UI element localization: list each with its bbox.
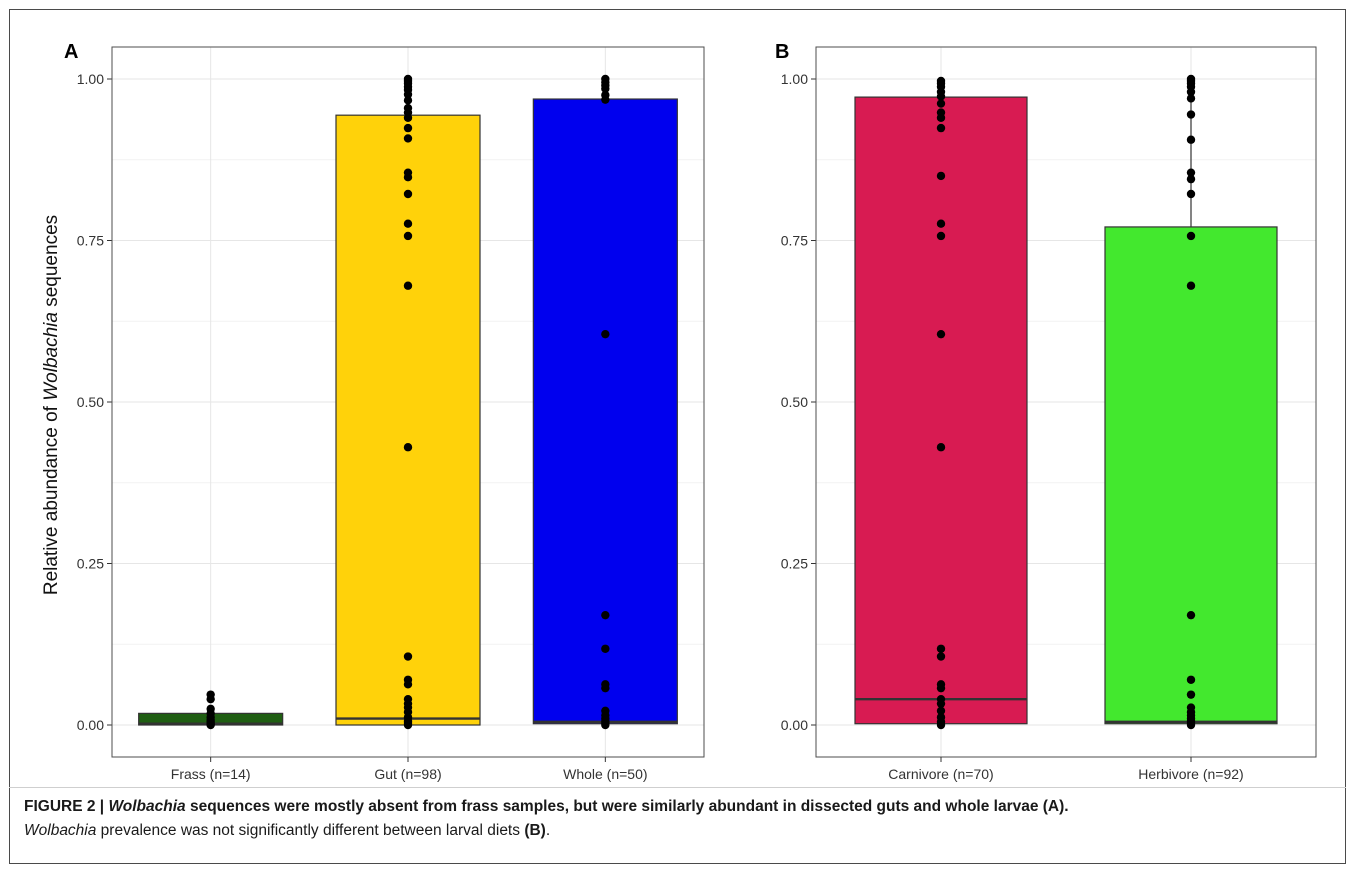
panel-b-data-point — [1186, 110, 1196, 119]
panel-a-x-tick-label: Frass (n=14) — [171, 766, 251, 782]
caption-line1-text: sequences were mostly absent from frass … — [185, 798, 1069, 815]
panel-a-data-point — [403, 189, 413, 199]
panel-a-letter: A — [64, 41, 78, 63]
panel-b-y-tick-label: 0.50 — [781, 394, 808, 410]
panel-b-data-point — [936, 699, 946, 708]
panel-a-data-point — [601, 329, 610, 339]
caption-line-2: Wolbachia prevalence was not significant… — [24, 819, 1334, 843]
panel-b-data-point — [936, 123, 946, 133]
panel-b-data-point — [1186, 189, 1196, 199]
panel-a-y-tick-label: 0.25 — [77, 556, 104, 572]
panel-b-y-tick-label: 0.25 — [781, 556, 808, 572]
panel-a: A 0.00 0.25 0.50 0.75 1.00 Frass (n=14) Gut (n… — [64, 41, 705, 782]
panel-b-data-point — [1186, 231, 1196, 241]
panel-b-box — [854, 96, 1028, 725]
panel-a-x-tick-label: Gut (n=98) — [374, 766, 441, 782]
panel-a-data-point — [403, 680, 413, 689]
panel-b-data-point — [936, 113, 946, 122]
panel-a-data-point — [206, 720, 215, 730]
panel-a-data-point — [206, 694, 215, 704]
panel-a-data-point — [403, 96, 413, 105]
panel-b-box — [1104, 226, 1278, 725]
panel-b-data-point — [936, 720, 946, 730]
panel-a-data-point — [403, 123, 413, 133]
panel-a-data-point — [601, 610, 610, 620]
panel-a-data-point — [403, 652, 413, 661]
y-axis-title-organism: Wolbachia — [41, 312, 62, 401]
panel-a-data-point — [403, 231, 413, 241]
panel-a-y-tick-label: 0.75 — [77, 233, 104, 249]
panel-b-y-tick-label: 0.00 — [781, 717, 808, 733]
panel-a-data-point — [601, 644, 610, 653]
panel-a-data-point — [403, 219, 413, 228]
panel-b-data-point — [936, 683, 946, 693]
panel-b-x-tick-label: Herbivore (n=92) — [1138, 766, 1243, 782]
panel-b-data-point — [1186, 610, 1196, 620]
panel-b-data-point — [1186, 94, 1196, 103]
y-axis-title-prefix: Relative abundance of — [41, 401, 62, 595]
panel-a-x-tick-label: Whole (n=50) — [563, 766, 647, 782]
panel-b-data-point — [1186, 281, 1196, 290]
panel-b-data-point — [1186, 690, 1196, 699]
panel-b-data-point — [936, 92, 946, 101]
caption-line-1: FIGURE 2 | Wolbachia sequences were most… — [24, 795, 1334, 819]
panel-b-data-point — [936, 443, 946, 452]
panel-b-data-point — [1186, 87, 1196, 97]
panel-b-y-tick-label: 0.75 — [781, 233, 808, 249]
panel-a-data-point — [601, 95, 610, 104]
caption-panel-ref: (B) — [524, 822, 546, 839]
panel-a-y-tick-label: 1.00 — [77, 71, 104, 87]
caption-label: FIGURE 2 | — [24, 798, 109, 815]
panel-b-data-point — [1186, 168, 1196, 177]
panel-b-data-point — [936, 329, 946, 339]
panel-a-data-point — [601, 720, 610, 730]
panel-a-data-point — [403, 134, 413, 143]
panel-a-data-point — [403, 281, 413, 290]
panel-a-data-point — [601, 683, 610, 693]
panel-a-data-point — [403, 443, 413, 452]
panel-b-data-point — [1186, 174, 1196, 184]
panel-b-data-point — [1186, 720, 1196, 730]
y-axis-title-suffix: sequences — [41, 215, 62, 312]
panel-b-letter: B — [775, 41, 789, 63]
panel-b-data-point — [1186, 675, 1196, 684]
panel-b: B 0.00 0.25 0.50 0.75 1.00 Carnivore (n=70) He… — [775, 41, 1317, 782]
panel-b-data-point — [936, 171, 946, 181]
panel-b-data-point — [936, 219, 946, 228]
panel-b-x-tick-label: Carnivore (n=70) — [888, 766, 993, 782]
panel-a-y-tick-label: 0.00 — [77, 717, 104, 733]
caption-organism-bold: Wolbachia — [108, 798, 186, 815]
caption-organism: Wolbachia — [24, 822, 97, 839]
panel-b-data-point — [936, 644, 946, 653]
panel-b-data-point — [936, 652, 946, 661]
panel-b-y-tick-label: 1.00 — [781, 71, 808, 87]
panel-b-data-point — [936, 231, 946, 241]
panel-a-box — [335, 114, 481, 726]
panel-b-data-point — [1186, 135, 1196, 144]
panel-a-data-point — [403, 90, 413, 99]
panel-a-box — [532, 98, 678, 725]
figure-caption: FIGURE 2 | Wolbachia sequences were most… — [24, 795, 1334, 843]
caption-divider — [9, 787, 1346, 788]
y-axis-title: Relative abundance of Wolbachia sequence… — [41, 215, 62, 595]
caption-line2-end: . — [545, 822, 551, 839]
figure-chart: A 0.00 0.25 0.50 0.75 1.00 Frass (n=14) Gut (n… — [41, 41, 1317, 782]
panel-b-data-point — [936, 99, 946, 108]
panel-a-data-point — [403, 172, 413, 182]
panel-a-y-tick-label: 0.50 — [77, 394, 104, 410]
panel-b-plot-border — [815, 46, 1317, 758]
panel-a-data-point — [403, 113, 413, 122]
caption-line2-text: prevalence was not significantly differe… — [96, 822, 525, 839]
panel-b-data-point — [936, 706, 946, 715]
panel-a-data-point — [403, 720, 413, 730]
panel-a-data-point — [601, 84, 610, 93]
